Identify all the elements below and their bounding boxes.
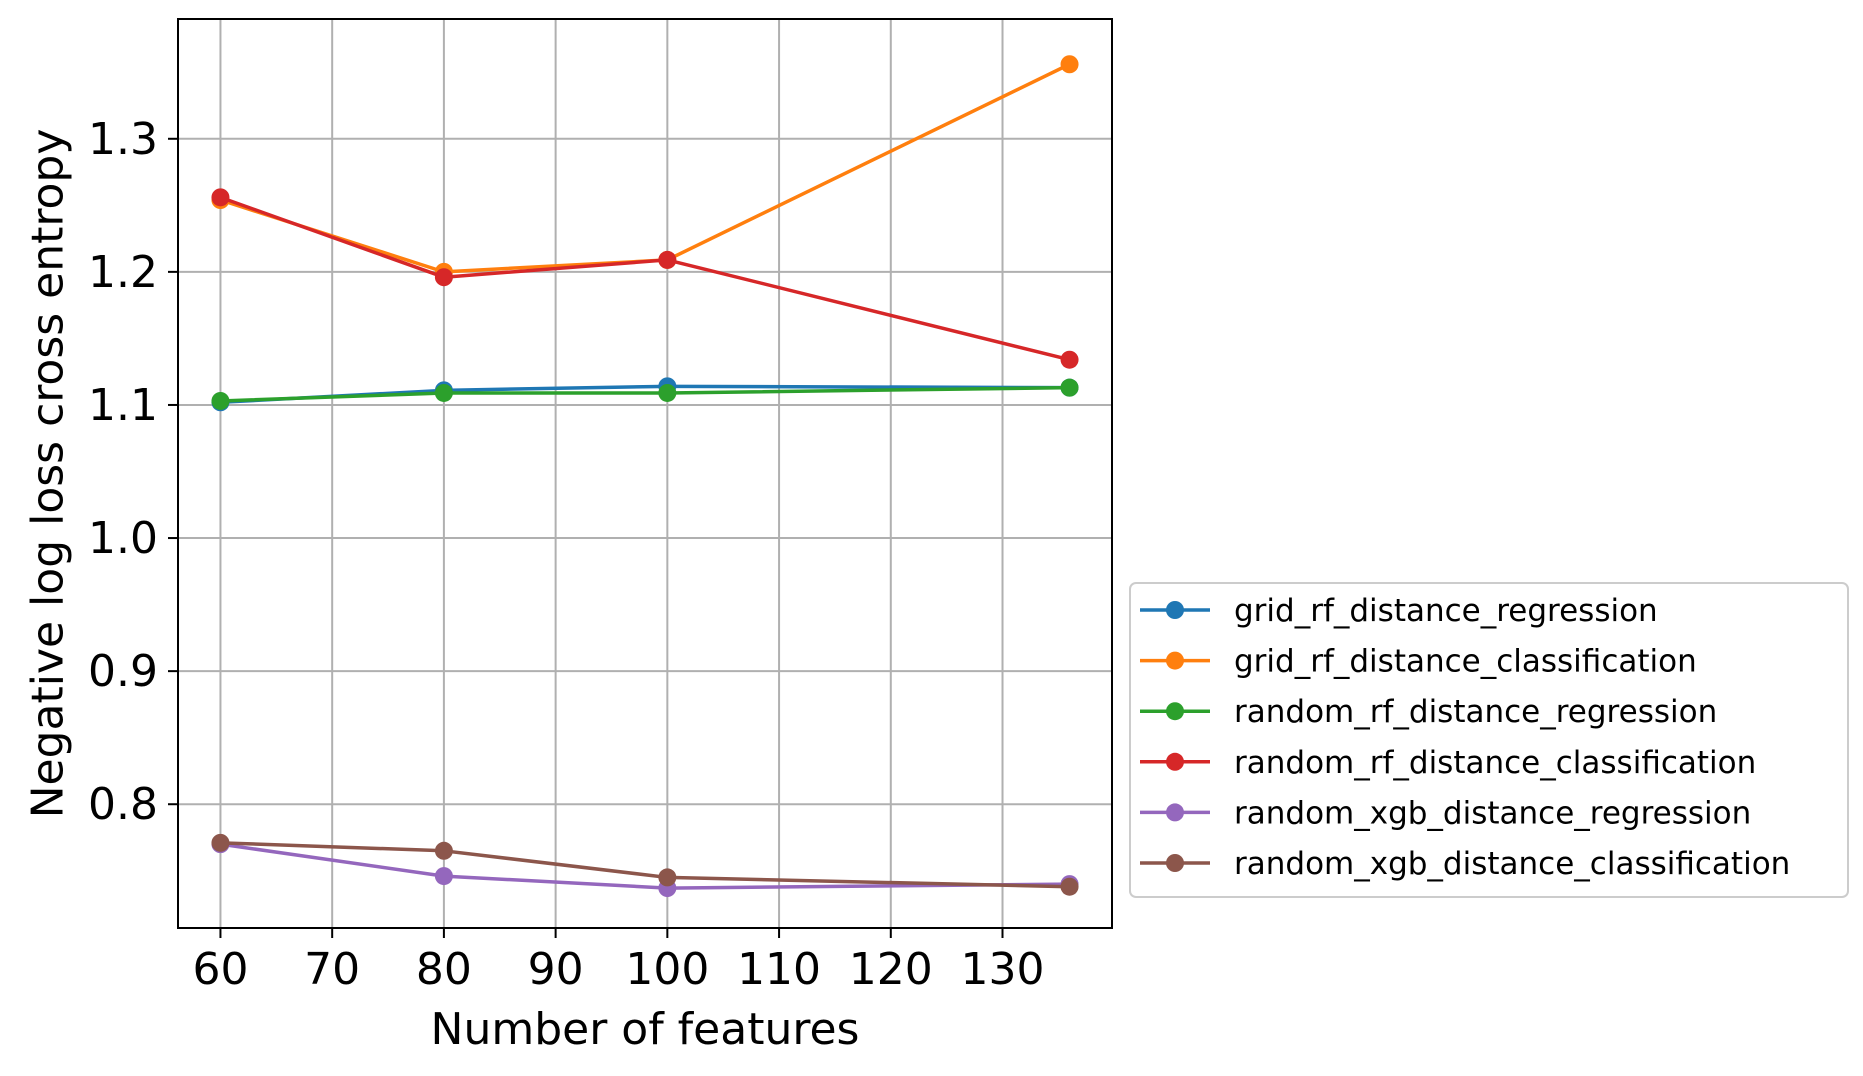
series-random-xgb-distance-classification — [211, 833, 1079, 896]
legend-label: grid_rf_distance_regression — [1234, 593, 1658, 629]
legend-swatch-marker — [1166, 702, 1184, 721]
legend-item: random_rf_distance_regression — [1140, 694, 1717, 730]
data-point — [211, 833, 230, 852]
legend-item: random_xgb_distance_classification — [1140, 846, 1790, 882]
series-line — [220, 842, 1070, 890]
legend-swatch-marker — [1166, 752, 1184, 771]
data-point — [434, 867, 453, 886]
legend-item: grid_rf_distance_regression — [1140, 593, 1658, 629]
data-point — [658, 868, 677, 887]
data-point — [658, 383, 677, 402]
series-line — [219, 195, 1070, 362]
y-tick-label: 1.0 — [88, 513, 158, 564]
series-grid-rf-distance-classification — [211, 55, 1079, 281]
y-tick-label: 0.8 — [88, 779, 158, 830]
data-point — [658, 250, 677, 269]
legend-label: random_rf_distance_regression — [1234, 694, 1717, 730]
series-random-rf-distance-classification — [211, 188, 1079, 369]
series-line — [219, 62, 1071, 274]
legend-label: random_rf_distance_classification — [1234, 745, 1756, 781]
series-random-xgb-distance-regression — [211, 835, 1079, 898]
x-tick-label: 80 — [416, 944, 472, 995]
series-random-rf-distance-regression — [211, 378, 1079, 410]
x-tick-label: 70 — [304, 944, 360, 995]
y-tick-label: 1.1 — [88, 380, 158, 431]
y-axis-label: Negative log loss cross entropy — [23, 129, 74, 819]
legend-swatch-marker — [1166, 803, 1184, 822]
legend-label: grid_rf_distance_classification — [1234, 644, 1697, 680]
x-tick-label: 60 — [192, 944, 248, 995]
legend-box — [1129, 582, 1849, 898]
series-line — [220, 385, 1070, 403]
y-tick-label: 0.9 — [88, 646, 158, 697]
legend-label: random_xgb_distance_regression — [1234, 795, 1751, 831]
legend-label: random_xgb_distance_classification — [1234, 846, 1790, 882]
axis-ticks: 60 70 80 90 100 110 120 130 0.8 0.9 1.0 1.1 1.2 1.3 — [88, 114, 1044, 995]
x-tick-label: 90 — [528, 944, 584, 995]
legend: grid_rf_distance_regression grid_rf_dista… — [1129, 582, 1849, 898]
data-point — [1060, 350, 1079, 369]
y-tick-label: 1.3 — [88, 114, 158, 165]
plot-frame — [177, 18, 1113, 929]
data-point — [211, 188, 230, 207]
y-tick-label: 1.2 — [88, 247, 158, 298]
data-point — [434, 268, 453, 287]
data-point — [1060, 55, 1079, 74]
x-tick-label: 120 — [849, 944, 933, 995]
legend-swatch-marker — [1166, 651, 1184, 670]
series-group — [211, 55, 1079, 898]
x-tick-label: 100 — [625, 944, 709, 995]
grid — [178, 19, 1112, 928]
data-point — [1060, 877, 1079, 896]
x-axis-label: Number of features — [431, 1004, 860, 1055]
data-point — [211, 391, 230, 410]
legend-swatch-marker — [1166, 601, 1184, 619]
data-point — [434, 841, 453, 860]
x-tick-label: 130 — [961, 944, 1045, 995]
legend-item: random_xgb_distance_regression — [1140, 795, 1751, 831]
legend-item: random_rf_distance_classification — [1140, 745, 1756, 781]
series-line — [220, 841, 1070, 889]
x-tick-label: 110 — [737, 944, 821, 995]
legend-swatch-marker — [1166, 854, 1184, 872]
data-point — [1060, 378, 1079, 397]
data-point — [434, 383, 453, 402]
legend-item: grid_rf_distance_classification — [1140, 644, 1697, 680]
